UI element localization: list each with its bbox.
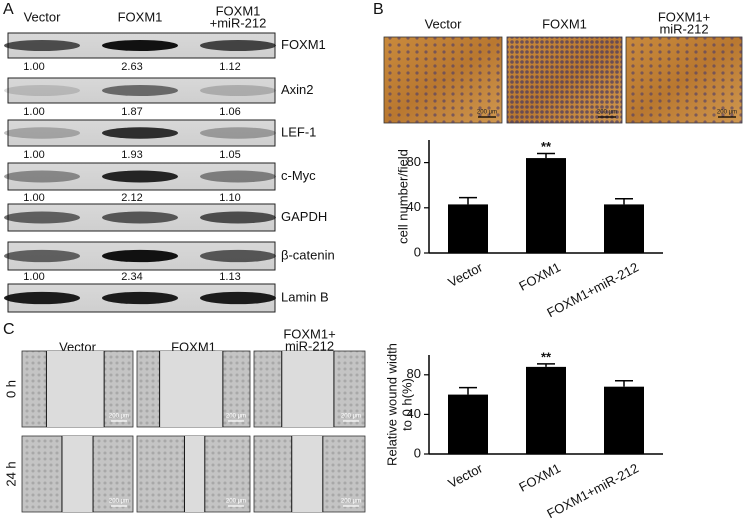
blot-band: [4, 170, 80, 183]
wound-gap: [281, 351, 334, 427]
density-value: 1.10: [219, 192, 240, 204]
blot-band: [102, 291, 178, 305]
scale-bar-label: 200 μm: [717, 110, 737, 116]
density-value: 1.05: [219, 149, 240, 161]
wound-gap: [61, 436, 94, 512]
blot-band: [102, 211, 178, 224]
blot-band: [4, 40, 80, 51]
stained-cells: [507, 37, 622, 123]
blot-label: Lamin B: [281, 289, 329, 304]
density-value: 2.63: [121, 61, 142, 73]
bar: [448, 204, 488, 253]
blot-label: GAPDH: [281, 209, 327, 224]
blot-label: β-catenin: [281, 247, 335, 262]
column-header: FOXM1+: [658, 9, 710, 24]
x-tick-label: FOXM1: [516, 259, 563, 293]
blot-label: Axin2: [281, 82, 314, 97]
density-value: 1.06: [219, 106, 240, 118]
blot-label: FOXM1: [281, 37, 326, 52]
x-tick-label: Vector: [445, 460, 485, 491]
blot-strip: [7, 77, 276, 104]
column-header: miR-212: [659, 21, 708, 36]
blot-band: [200, 127, 276, 139]
blot-band: [102, 249, 178, 263]
blot-band: [4, 291, 80, 305]
blot-label: c-Myc: [281, 168, 316, 183]
scale-bar-label: 200 μm: [597, 110, 617, 116]
y-axis-label: Relative wound width: [384, 343, 399, 466]
blot-band: [102, 40, 178, 51]
blot-band: [200, 170, 276, 183]
y-tick-label: 0: [414, 445, 421, 460]
row-label: 0 h: [3, 380, 18, 398]
blot-band: [200, 85, 276, 96]
scale-bar-label: 200 μm: [477, 110, 497, 116]
wound-gap: [291, 436, 323, 512]
y-tick-label: 40: [407, 406, 421, 421]
blot-label: LEF-1: [281, 124, 316, 139]
density-value: 1.00: [23, 271, 44, 283]
scale-bar-label: 200 μm: [109, 499, 129, 505]
density-value: 1.87: [121, 106, 142, 118]
bar: [526, 366, 566, 454]
y-axis-label: cell number/field: [395, 149, 410, 244]
y-tick-label: 80: [407, 154, 421, 169]
blot-band: [4, 127, 80, 139]
y-tick-label: 0: [414, 244, 421, 259]
blot-band: [200, 40, 276, 51]
density-value: 1.93: [121, 149, 142, 161]
panel-label: C: [3, 321, 15, 338]
column-header: FOXM1: [542, 16, 587, 31]
stained-cells: [626, 37, 742, 123]
density-value: 2.34: [121, 271, 142, 283]
blot-band: [200, 291, 276, 305]
blot-band: [4, 211, 80, 224]
density-value: 1.13: [219, 271, 240, 283]
blot-band: [4, 85, 80, 96]
bar: [526, 158, 566, 253]
y-tick-label: 80: [407, 366, 421, 381]
density-value: 1.00: [23, 192, 44, 204]
y-axis-label: to 0 h(%): [399, 378, 414, 431]
column-header: +miR-212: [210, 15, 267, 30]
x-tick-label: Vector: [445, 259, 485, 290]
panel-label: A: [3, 1, 14, 18]
column-header: Vector: [425, 16, 463, 31]
bar: [448, 394, 488, 454]
y-tick-label: 40: [407, 199, 421, 214]
stained-cells: [384, 37, 502, 123]
wound-gap: [184, 436, 205, 512]
scale-bar-label: 200 μm: [341, 499, 361, 505]
column-header: FOXM1: [118, 9, 163, 24]
blot-band: [200, 211, 276, 224]
significance: **: [541, 139, 552, 154]
blot-band: [102, 170, 178, 183]
wound-gap: [46, 351, 105, 427]
density-value: 1.00: [23, 106, 44, 118]
scale-bar-label: 200 μm: [226, 499, 246, 505]
scale-bar-label: 200 μm: [341, 414, 361, 420]
scale-bar-label: 200 μm: [109, 414, 129, 420]
bar: [604, 204, 644, 253]
blot-band: [200, 249, 276, 263]
row-label: 24 h: [3, 461, 18, 486]
column-header: FOXM1: [216, 3, 261, 18]
blot-band: [102, 85, 178, 96]
density-value: 1.12: [219, 61, 240, 73]
x-tick-label: FOXM1: [516, 460, 563, 494]
density-value: 1.00: [23, 149, 44, 161]
panel-label: B: [373, 1, 384, 18]
blot-band: [102, 127, 178, 139]
blot-band: [4, 249, 80, 263]
significance: **: [541, 349, 552, 364]
density-value: 1.00: [23, 61, 44, 73]
wound-gap: [159, 351, 223, 427]
column-header: FOXM1+: [283, 326, 335, 341]
column-header: Vector: [24, 9, 62, 24]
density-value: 2.12: [121, 192, 142, 204]
column-header: miR-212: [285, 338, 334, 353]
scale-bar-label: 200 μm: [226, 414, 246, 420]
bar: [604, 386, 644, 454]
